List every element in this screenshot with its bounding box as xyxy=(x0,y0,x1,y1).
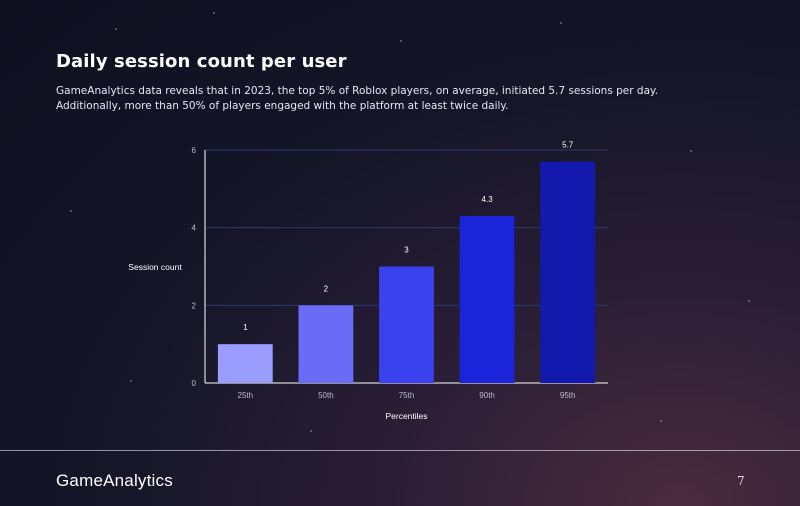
data-label: 5.7 xyxy=(562,141,574,150)
x-tick-label: 75th xyxy=(399,391,415,400)
page-title: Daily session count per user xyxy=(56,51,347,72)
data-label: 2 xyxy=(324,284,329,293)
bar-95th xyxy=(540,161,596,383)
page-number: 7 xyxy=(737,474,745,488)
x-tick-label: 95th xyxy=(560,391,576,400)
x-tick-label: 25th xyxy=(238,391,254,400)
bar-50th xyxy=(298,305,354,383)
bar-90th xyxy=(459,216,515,383)
data-label: 3 xyxy=(404,246,409,255)
bar-25th xyxy=(217,344,273,383)
brand-logo: GameAnalytics xyxy=(56,471,173,490)
bar-75th xyxy=(379,266,434,383)
data-label: 1 xyxy=(243,323,248,332)
y-axis-title: Session count xyxy=(128,262,182,272)
y-tick-label: 0 xyxy=(192,379,197,388)
data-label: 4.3 xyxy=(482,195,494,204)
footer-divider xyxy=(0,450,800,451)
y-tick-label: 4 xyxy=(192,224,197,233)
y-tick-label: 6 xyxy=(192,146,197,155)
x-axis-title: Percentiles xyxy=(385,411,427,421)
x-tick-label: 50th xyxy=(318,391,334,400)
y-tick-label: 2 xyxy=(192,301,197,310)
page-description: GameAnalytics data reveals that in 2023,… xyxy=(56,85,659,112)
x-tick-label: 90th xyxy=(479,391,495,400)
